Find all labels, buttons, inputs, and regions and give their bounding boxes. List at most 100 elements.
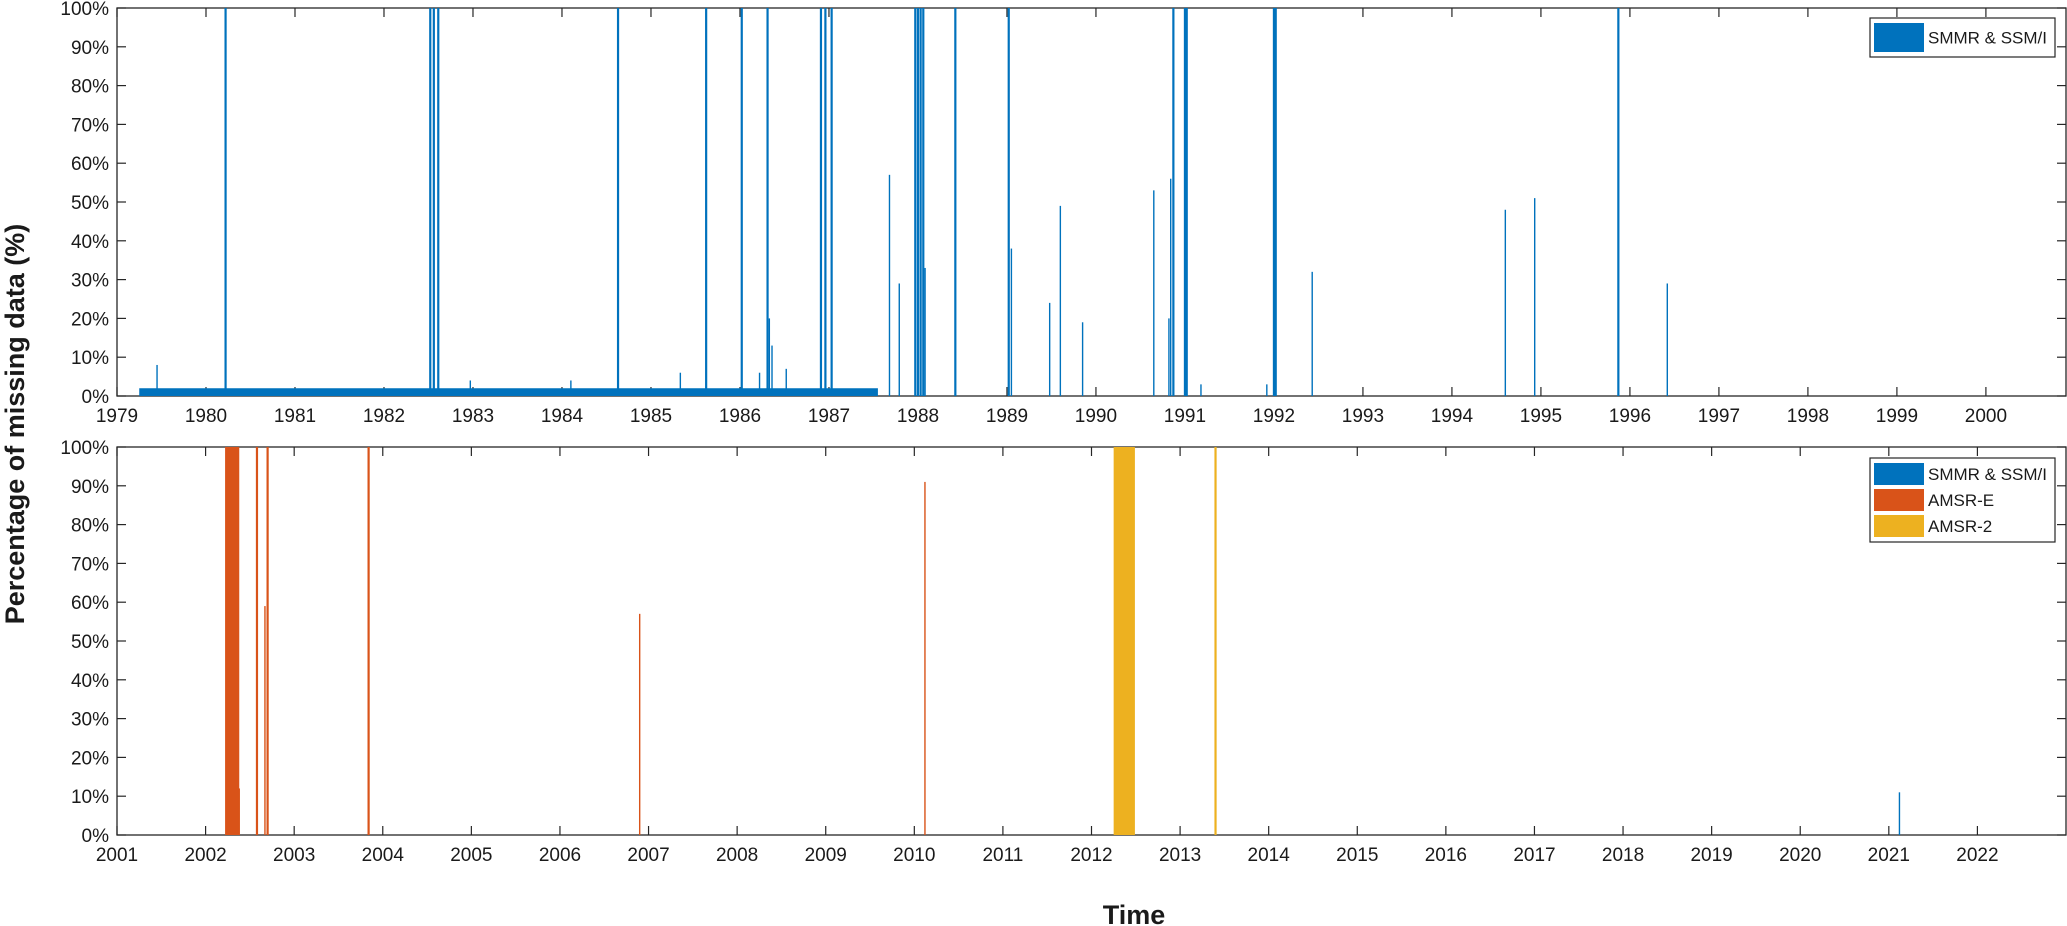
y-tick-label: 10%: [71, 348, 109, 369]
x-tick-label: 2012: [1070, 845, 1112, 866]
data-bar-block: [225, 447, 240, 835]
data-bar-block: [1113, 447, 1135, 835]
x-tick-label: 2006: [539, 845, 581, 866]
x-tick-label: 2002: [184, 845, 226, 866]
data-bar: [898, 283, 900, 396]
x-tick-label: 2003: [273, 845, 315, 866]
x-tick-label: 1995: [1520, 406, 1562, 427]
x-tick-label: 2000: [1965, 406, 2007, 427]
plot-frame: [116, 7, 2067, 397]
data-bar: [919, 8, 922, 396]
x-tick-label: 2017: [1513, 845, 1555, 866]
x-tick-label: 1980: [185, 406, 227, 427]
y-tick-label: 30%: [71, 710, 109, 731]
y-tick-label: 50%: [71, 632, 109, 653]
data-bar: [432, 8, 435, 396]
data-bar: [1185, 8, 1188, 396]
data-bar: [367, 447, 370, 835]
y-tick-label: 100%: [60, 0, 109, 20]
legend: SMMR & SSM/I: [1869, 17, 2056, 58]
x-tick-label: 1987: [808, 406, 850, 427]
data-bar: [1048, 302, 1051, 396]
x-tick-label: 1988: [897, 406, 939, 427]
x-tick-label: 2014: [1248, 845, 1291, 866]
data-bar: [954, 8, 957, 396]
data-bar: [771, 345, 773, 396]
legend-label: AMSR-2: [1928, 517, 1992, 536]
y-tick-label: 70%: [71, 115, 109, 136]
x-tick-label: 1993: [1342, 406, 1384, 427]
data-bar: [916, 8, 920, 396]
data-bar: [1274, 8, 1277, 396]
y-tick-label: 70%: [71, 554, 109, 575]
y-tick-label: 90%: [71, 477, 109, 498]
data-bar: [768, 318, 771, 396]
x-tick-label: 2022: [1956, 845, 1998, 866]
x-tick-label: 2019: [1690, 845, 1732, 866]
x-tick-label: 2011: [982, 845, 1023, 866]
x-tick-label: 1984: [541, 406, 584, 427]
legend: SMMR & SSM/I AMSR-E AMSR-2: [1869, 457, 2056, 543]
y-tick-label: 20%: [71, 748, 109, 769]
data-bar: [1214, 447, 1217, 835]
data-bar: [888, 174, 891, 396]
data-bar: [914, 8, 917, 396]
y-tick-label: 60%: [71, 593, 109, 614]
legend-swatch: [1874, 23, 1924, 52]
baseline-missing-band: [139, 388, 878, 396]
data-bar: [1059, 205, 1062, 396]
x-tick-label: 1996: [1609, 406, 1651, 427]
bottom-panel-chart: 0% 10% 20% 30% 40% 50% 60% 70% 80% 90% 100% 2001 200…: [60, 438, 2067, 866]
x-tick-label: 2005: [450, 845, 492, 866]
x-tick-label: 1991: [1164, 406, 1206, 427]
y-tick-label: 80%: [71, 516, 109, 537]
data-bar: [1168, 318, 1170, 396]
data-bar: [1272, 8, 1276, 396]
x-tick-label: 1989: [986, 406, 1028, 427]
y-axis-title: Percentage of missing data (%): [0, 224, 30, 625]
data-bar: [616, 8, 620, 396]
legend-swatch: [1874, 515, 1924, 537]
data-bar: [1666, 283, 1669, 396]
x-tick-label: 1982: [363, 406, 405, 427]
data-bar: [437, 8, 440, 396]
data-bar: [758, 372, 761, 396]
data-bar: [1898, 792, 1901, 835]
legend-label: AMSR-E: [1928, 491, 1994, 510]
plot-frame: [116, 446, 2067, 836]
data-bar: [679, 372, 682, 396]
data-bar: [266, 447, 269, 835]
y-tick-label: 60%: [71, 154, 109, 175]
data-bar: [922, 8, 925, 396]
y-tick-label: 0%: [82, 826, 110, 847]
data-bar: [1183, 8, 1187, 396]
x-tick-label: 1992: [1253, 406, 1295, 427]
x-tick-label: 2015: [1336, 845, 1378, 866]
x-tick-label: 1999: [1876, 406, 1918, 427]
data-bar: [924, 267, 926, 396]
data-bar: [1200, 384, 1202, 396]
data-bar: [1007, 8, 1010, 396]
y-tick-label: 10%: [71, 787, 109, 808]
data-bar: [740, 8, 743, 396]
x-tick-label: 2004: [362, 845, 405, 866]
x-tick-label: 2007: [627, 845, 669, 866]
y-tick-label: 30%: [71, 271, 109, 292]
y-tick-label: 20%: [71, 309, 109, 330]
data-bar: [1533, 198, 1536, 396]
data-bar: [1081, 322, 1084, 396]
x-tick-label: 1979: [96, 406, 138, 427]
x-tick-label: 2020: [1779, 845, 1821, 866]
legend-label: SMMR & SSM/I: [1928, 29, 2047, 48]
x-tick-label: 2010: [893, 845, 935, 866]
data-bar: [705, 8, 708, 396]
legend-label: SMMR & SSM/I: [1928, 465, 2047, 484]
data-bar: [1266, 384, 1268, 396]
data-bar: [264, 606, 266, 835]
data-bar: [785, 368, 787, 396]
x-tick-label: 2008: [716, 845, 758, 866]
data-bar: [469, 380, 472, 396]
data-bar: [830, 8, 833, 396]
data-bar: [1617, 8, 1620, 396]
